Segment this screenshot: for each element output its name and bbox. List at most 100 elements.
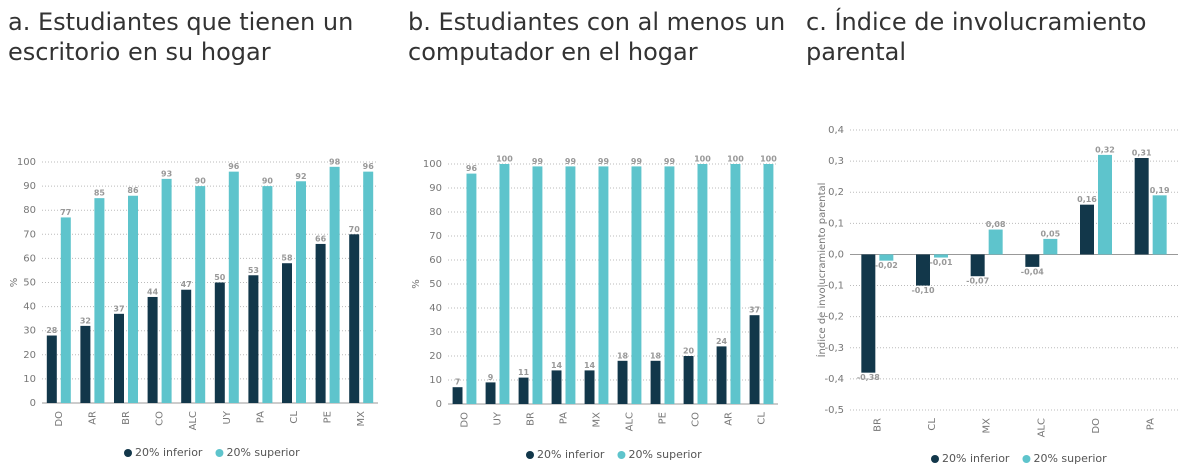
value-label: 18 (650, 351, 662, 360)
x-tick-label: MX (356, 411, 367, 427)
x-tick-label: PE (323, 411, 334, 423)
y-tick-label: 50 (23, 278, 36, 289)
y-axis-label: % (9, 278, 20, 288)
bar (988, 229, 1003, 255)
value-label: 93 (161, 169, 172, 178)
value-label: 28 (46, 326, 58, 335)
value-label: 96 (363, 162, 375, 171)
value-label: 70 (349, 225, 361, 234)
legend-swatch (526, 451, 534, 459)
value-label: 14 (551, 361, 563, 370)
legend-swatch (1022, 455, 1031, 463)
legend-label: 20% inferior (537, 448, 605, 461)
y-tick-label: 20 (23, 350, 36, 361)
value-label: -0,04 (1021, 267, 1044, 276)
bar (46, 335, 57, 403)
x-tick-label: CO (691, 412, 702, 427)
y-tick-label: 0,1 (828, 218, 844, 229)
bar (650, 360, 661, 404)
bar (697, 164, 708, 404)
value-label: 90 (195, 177, 207, 186)
bar (617, 360, 628, 404)
bar (749, 315, 760, 404)
value-label: 100 (694, 155, 711, 164)
y-tick-label: 30 (23, 326, 36, 337)
bar (730, 164, 741, 404)
value-label: 98 (329, 157, 341, 166)
bar (683, 356, 694, 404)
y-tick-label: -0,1 (824, 281, 844, 292)
value-label: 96 (228, 162, 240, 171)
y-tick-label: 0,3 (828, 156, 844, 167)
value-label: 53 (248, 266, 259, 275)
chart-title: computador en el hogar (408, 38, 698, 66)
y-tick-label: 70 (429, 231, 442, 242)
x-tick-label: DO (1091, 418, 1102, 434)
y-axis-label: % (411, 279, 422, 289)
value-label: 85 (94, 189, 106, 198)
bar (296, 181, 306, 403)
value-label: 100 (496, 155, 513, 164)
value-label: 99 (631, 157, 643, 166)
chart-title: escritorio en su hogar (8, 38, 271, 66)
x-tick-label: BR (526, 412, 537, 426)
x-tick-label: CL (289, 411, 300, 424)
x-tick-label: ALC (625, 412, 636, 431)
x-tick-label: PA (255, 411, 266, 423)
chart-title: a. Estudiantes que tienen un (8, 8, 353, 36)
legend-swatch (931, 455, 939, 463)
y-tick-label: 10 (23, 374, 36, 385)
chart-title: b. Estudiantes con al menos un (408, 8, 785, 36)
bar (128, 195, 138, 403)
y-tick-label: -0,5 (824, 405, 844, 416)
y-tick-label: 70 (23, 229, 36, 240)
y-axis-label: Índice de involucramiento parental (815, 183, 828, 358)
bar (631, 166, 642, 404)
bar (664, 166, 675, 404)
bar (1152, 195, 1167, 255)
bar (1098, 154, 1112, 255)
value-label: 66 (315, 234, 327, 243)
x-tick-label: ALC (1036, 418, 1047, 437)
y-tick-label: -0,3 (824, 343, 844, 354)
value-label: -0,02 (875, 261, 898, 270)
value-label: 20 (683, 347, 695, 356)
value-label: -0,01 (929, 258, 952, 267)
value-label: 32 (80, 316, 91, 325)
y-tick-label: 20 (429, 351, 442, 362)
bar (565, 166, 576, 404)
value-label: 14 (584, 361, 596, 370)
bar (282, 263, 292, 403)
value-label: -0,38 (857, 373, 880, 382)
y-tick-label: 40 (429, 303, 442, 314)
y-tick-label: 60 (23, 253, 36, 264)
bar (485, 382, 496, 404)
bar (315, 243, 326, 403)
y-tick-label: 50 (429, 279, 442, 290)
x-tick-label: MX (982, 418, 993, 434)
y-tick-label: 80 (23, 205, 36, 216)
bar (879, 254, 894, 261)
y-tick-label: 0,2 (828, 187, 844, 198)
bar (1043, 238, 1058, 255)
x-tick-label: DO (460, 412, 471, 428)
legend-label: 20% superior (628, 448, 702, 461)
bar (195, 186, 206, 403)
value-label: 92 (295, 172, 306, 181)
bar (262, 186, 273, 403)
bar (716, 346, 727, 404)
value-label: 0,16 (1077, 195, 1097, 204)
value-label: 0,08 (986, 220, 1006, 229)
legend-swatch (215, 449, 224, 457)
bar (363, 171, 374, 403)
value-label: 7 (455, 378, 461, 387)
value-label: 0,32 (1095, 145, 1115, 154)
value-label: 37 (113, 304, 124, 313)
y-tick-label: -0,4 (824, 374, 844, 385)
x-tick-label: CO (155, 411, 166, 426)
y-tick-label: 0,0 (828, 249, 844, 260)
x-tick-label: PE (658, 412, 669, 424)
value-label: 9 (488, 373, 494, 382)
y-tick-label: 80 (429, 207, 442, 218)
